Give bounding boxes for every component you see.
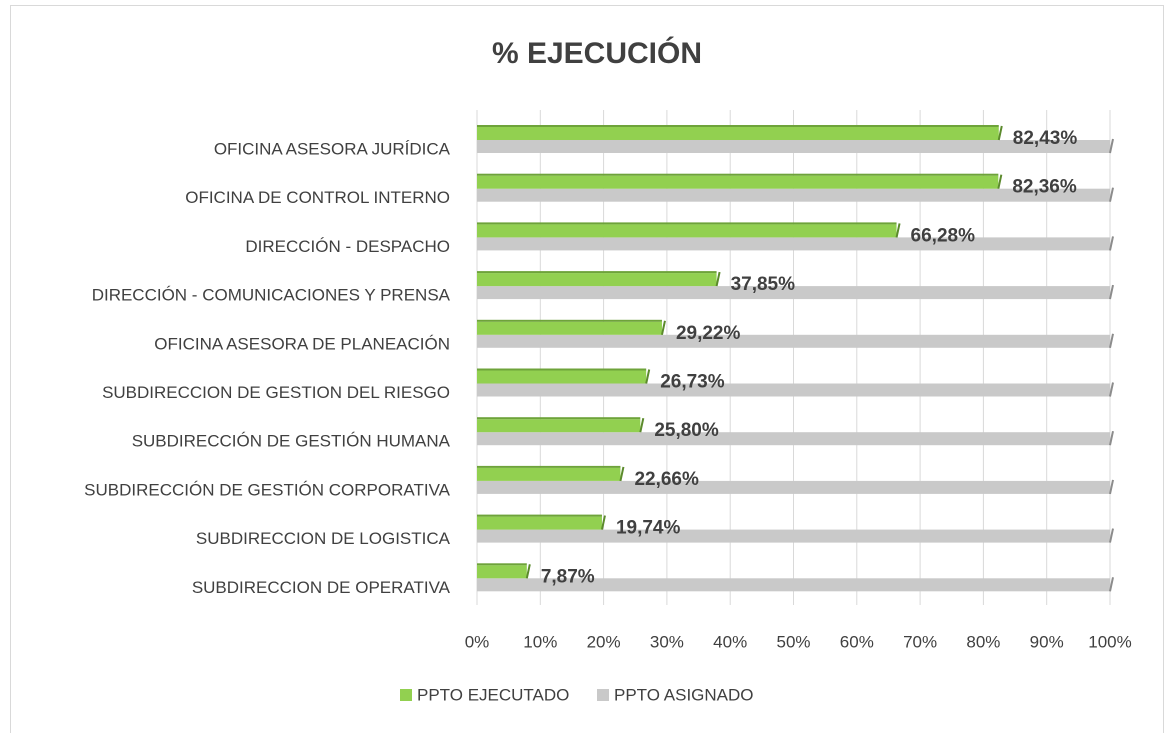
x-tick-label: 10% [523, 632, 557, 651]
bar-edge [1109, 479, 1114, 495]
category-label: SUBDIRECCIÓN DE GESTIÓN CORPORATIVA [84, 480, 451, 499]
bar-top [477, 465, 621, 468]
data-label: 29,22% [676, 323, 741, 344]
x-tick-label: 0% [465, 632, 490, 651]
data-label: 7,87% [541, 566, 595, 587]
bar-top [477, 368, 647, 371]
chart-title: % EJECUCIÓN [492, 36, 702, 70]
x-tick-label: 100% [1088, 632, 1131, 651]
bar [477, 334, 1110, 348]
bar [477, 127, 999, 140]
data-label: 82,43% [1013, 128, 1078, 149]
bar [477, 370, 647, 384]
bar [477, 419, 641, 433]
bar [477, 467, 621, 481]
x-tick-label: 50% [776, 632, 810, 651]
bar-edge [525, 564, 531, 579]
bar-top [477, 563, 527, 566]
bar-edge [1109, 577, 1114, 592]
data-label: 82,36% [1012, 177, 1077, 198]
category-label: DIRECCIÓN - COMUNICACIONES Y PRENSA [92, 286, 451, 305]
bar-top [477, 514, 602, 517]
bar-edge [997, 174, 1003, 189]
bar-edge [1109, 138, 1114, 154]
bar-edge [1109, 333, 1114, 349]
bar [477, 286, 1110, 300]
bar-edge [1109, 430, 1114, 446]
bar-edge [715, 271, 721, 287]
bar-top [477, 222, 897, 225]
category-label: OFICINA ASESORA JURÍDICA [214, 139, 451, 158]
bar [477, 516, 602, 530]
x-tick-label: 70% [903, 632, 937, 651]
legend-swatch [400, 689, 412, 701]
bar [477, 188, 1110, 202]
bar [477, 224, 897, 238]
bar-edge [639, 417, 645, 433]
bar-top [477, 173, 999, 176]
bar [477, 432, 1110, 446]
bar-edge [645, 369, 651, 384]
bar [477, 237, 1110, 251]
bar-top [477, 417, 641, 420]
x-tick-label: 30% [650, 632, 684, 651]
bar-edge [1109, 187, 1114, 202]
data-label: 66,28% [911, 225, 976, 246]
bar-edge [1109, 382, 1114, 397]
legend-label: PPTO EJECUTADO [417, 685, 569, 704]
bar [477, 480, 1110, 494]
bar-edge [1109, 284, 1114, 300]
bar [477, 529, 1110, 543]
category-label: SUBDIRECCION DE OPERATIVA [192, 578, 451, 597]
x-tick-label: 90% [1030, 632, 1064, 651]
category-label: SUBDIRECCIÓN DE GESTIÓN HUMANA [132, 432, 451, 451]
legend-swatch [597, 689, 609, 701]
bar-edge [660, 320, 666, 336]
bar-top [477, 125, 999, 127]
bar-edge [895, 223, 901, 238]
category-label: DIRECCIÓN - DESPACHO [245, 237, 450, 256]
bar [477, 140, 1110, 153]
bar [477, 273, 717, 287]
bar-edge [600, 515, 606, 530]
legend-label: PPTO ASIGNADO [614, 685, 754, 704]
bar-top [477, 319, 662, 322]
data-label: 25,80% [654, 420, 719, 441]
bar [477, 175, 999, 189]
data-label: 26,73% [660, 372, 725, 393]
bar [477, 565, 527, 579]
bar [477, 578, 1110, 592]
x-tick-label: 60% [840, 632, 874, 651]
category-label: OFICINA DE CONTROL INTERNO [185, 188, 450, 207]
bar-edge [997, 125, 1003, 141]
bar-edge [619, 466, 625, 482]
data-label: 37,85% [731, 274, 796, 295]
x-tick-label: 40% [713, 632, 747, 651]
bar-edge [1109, 528, 1114, 543]
category-label: SUBDIRECCION DE GESTION DEL RIESGO [102, 383, 450, 402]
bar [477, 383, 1110, 397]
data-label: 19,74% [616, 518, 681, 539]
category-label: OFICINA ASESORA DE PLANEACIÓN [154, 334, 450, 353]
data-label: 22,66% [634, 469, 699, 490]
bar [477, 321, 662, 335]
bar-top [477, 271, 717, 274]
x-tick-label: 80% [966, 632, 1000, 651]
category-label: SUBDIRECCION DE LOGISTICA [196, 529, 451, 548]
bar-edge [1109, 236, 1114, 251]
x-tick-label: 20% [587, 632, 621, 651]
